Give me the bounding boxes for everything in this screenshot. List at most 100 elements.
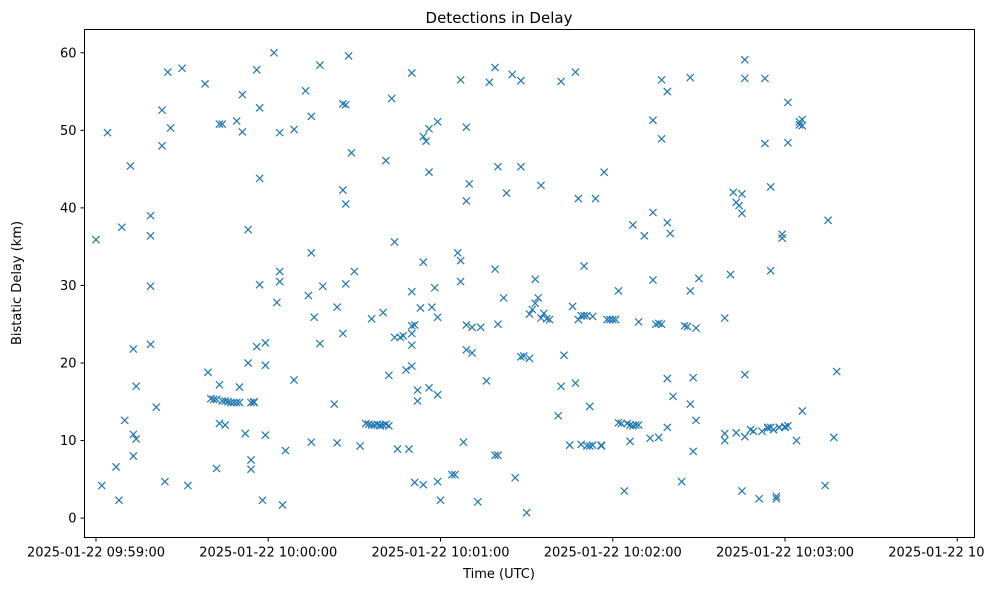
data-point-277 bbox=[766, 266, 775, 275]
data-point-133 bbox=[424, 168, 434, 177]
data-point-26 bbox=[203, 368, 212, 377]
data-point-148 bbox=[459, 438, 468, 447]
data-point-63 bbox=[261, 338, 270, 347]
data-point-185 bbox=[545, 315, 554, 324]
data-point-190 bbox=[565, 441, 574, 450]
data-point-19 bbox=[157, 106, 167, 115]
data-point-149 bbox=[462, 345, 471, 354]
x-tick-label-4: 2025-01-22 10:03:00 bbox=[716, 546, 854, 561]
data-point-130 bbox=[419, 258, 428, 267]
data-point-59 bbox=[255, 103, 264, 112]
data-point-112 bbox=[393, 445, 402, 454]
data-point-84 bbox=[333, 438, 342, 447]
data-point-74 bbox=[304, 291, 313, 300]
data-point-228 bbox=[648, 208, 657, 217]
data-point-120 bbox=[407, 321, 416, 330]
data-point-93 bbox=[350, 267, 359, 276]
data-point-1 bbox=[97, 481, 106, 490]
data-point-94 bbox=[356, 441, 365, 451]
plot-area: 2025-01-22 09:59:00 2025-01-22 10:00:00 20… bbox=[27, 29, 985, 561]
data-point-170 bbox=[516, 76, 525, 85]
data-markers bbox=[91, 48, 841, 517]
data-point-176 bbox=[525, 310, 534, 319]
data-point-298 bbox=[821, 481, 830, 490]
data-point-163 bbox=[493, 451, 502, 460]
data-point-297 bbox=[798, 121, 807, 130]
data-point-29 bbox=[212, 464, 221, 473]
y-tick-label-1: 10 bbox=[60, 434, 77, 449]
data-point-4 bbox=[114, 496, 123, 505]
data-point-150 bbox=[462, 196, 471, 205]
data-point-195 bbox=[574, 194, 583, 203]
data-point-166 bbox=[499, 293, 508, 302]
data-point-242 bbox=[669, 392, 678, 401]
x-tick-label-0: 2025-01-22 09:59:00 bbox=[27, 546, 165, 561]
data-point-72 bbox=[290, 376, 299, 385]
data-point-267 bbox=[740, 74, 749, 83]
data-point-8 bbox=[129, 345, 138, 354]
data-point-232 bbox=[654, 433, 663, 442]
data-point-87 bbox=[338, 329, 347, 338]
data-point-300 bbox=[829, 433, 838, 442]
data-point-271 bbox=[755, 494, 764, 503]
data-point-229 bbox=[648, 116, 657, 125]
data-point-227 bbox=[646, 434, 655, 443]
data-point-82 bbox=[330, 400, 339, 409]
data-point-54 bbox=[249, 398, 258, 407]
x-tick-label-5: 2025-01-22 10:04:00 bbox=[888, 546, 985, 561]
data-point-89 bbox=[341, 199, 350, 209]
data-point-33 bbox=[215, 380, 224, 389]
data-point-191 bbox=[568, 302, 577, 311]
data-point-194 bbox=[574, 315, 583, 324]
data-point-62 bbox=[261, 431, 270, 440]
data-point-145 bbox=[456, 256, 465, 265]
data-point-245 bbox=[683, 322, 692, 331]
data-point-32 bbox=[215, 419, 224, 428]
data-point-213 bbox=[611, 315, 620, 324]
data-point-206 bbox=[591, 194, 600, 203]
data-point-142 bbox=[447, 470, 457, 479]
data-point-48 bbox=[244, 225, 253, 234]
data-point-175 bbox=[525, 354, 534, 363]
data-point-31 bbox=[215, 120, 224, 129]
data-point-179 bbox=[531, 299, 540, 308]
data-point-174 bbox=[522, 508, 531, 517]
data-point-263 bbox=[737, 189, 746, 198]
chart-title: Detections in Delay bbox=[426, 9, 573, 27]
data-point-39 bbox=[226, 398, 235, 407]
data-point-131 bbox=[422, 137, 431, 146]
data-point-116 bbox=[404, 445, 413, 454]
data-point-249 bbox=[689, 447, 698, 456]
data-point-58 bbox=[255, 280, 264, 289]
data-point-167 bbox=[502, 189, 511, 198]
data-point-61 bbox=[261, 361, 270, 370]
y-axis-ticks: 0 10 20 30 40 50 60 bbox=[60, 46, 85, 527]
x-tick-label-1: 2025-01-22 10:00:00 bbox=[199, 546, 337, 561]
data-point-65 bbox=[272, 298, 281, 307]
data-point-67 bbox=[275, 277, 284, 286]
data-point-276 bbox=[763, 423, 772, 432]
data-point-172 bbox=[516, 162, 525, 171]
data-point-181 bbox=[536, 181, 546, 190]
data-point-122 bbox=[407, 362, 416, 371]
data-point-301 bbox=[832, 367, 841, 376]
data-point-44 bbox=[235, 398, 244, 407]
data-point-156 bbox=[473, 497, 482, 506]
data-point-146 bbox=[456, 277, 465, 286]
data-point-215 bbox=[614, 418, 623, 427]
data-point-261 bbox=[735, 201, 744, 210]
data-point-115 bbox=[402, 365, 411, 375]
data-point-291 bbox=[783, 421, 792, 430]
data-point-36 bbox=[221, 396, 230, 406]
data-point-147 bbox=[456, 75, 465, 84]
data-point-237 bbox=[663, 423, 672, 432]
y-tick-label-2: 20 bbox=[60, 356, 77, 371]
data-point-295 bbox=[798, 115, 807, 124]
data-point-138 bbox=[433, 117, 442, 126]
data-point-14 bbox=[146, 211, 155, 220]
data-point-216 bbox=[617, 419, 626, 428]
data-point-103 bbox=[379, 308, 388, 317]
data-point-20 bbox=[160, 477, 169, 486]
data-point-73 bbox=[301, 86, 310, 95]
data-point-141 bbox=[436, 496, 445, 505]
